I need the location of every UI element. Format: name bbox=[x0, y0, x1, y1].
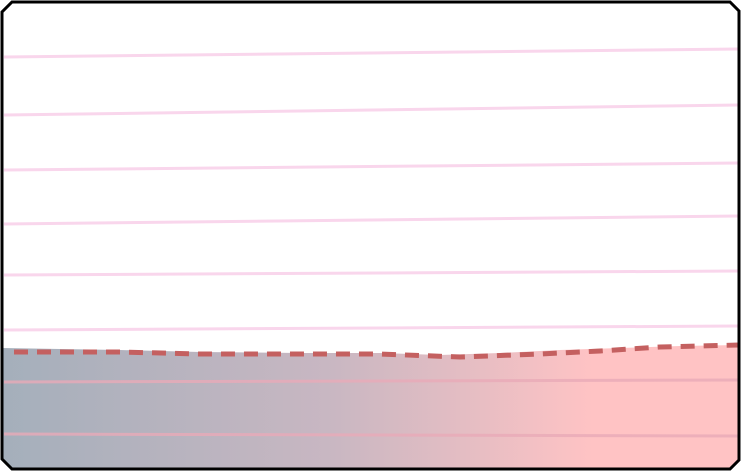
water-body bbox=[0, 345, 741, 471]
water-line bbox=[4, 380, 739, 382]
water-line bbox=[4, 434, 739, 436]
